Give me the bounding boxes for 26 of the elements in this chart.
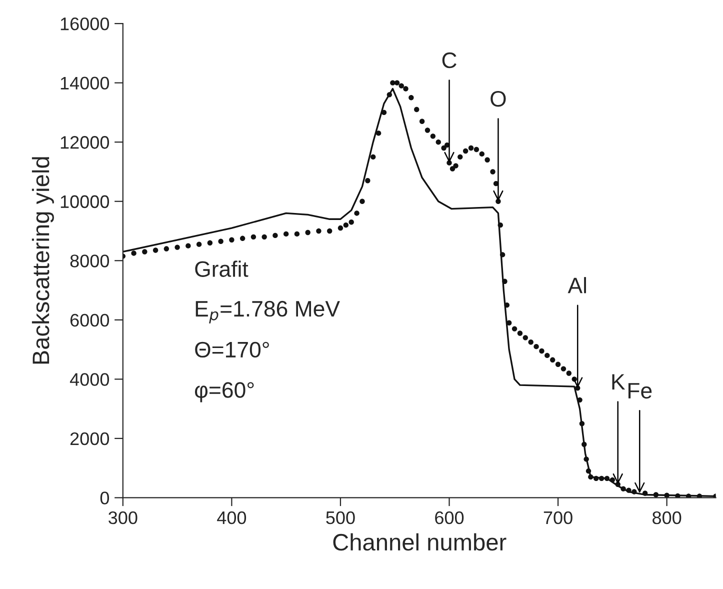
- annotation: O: [490, 90, 506, 107]
- x-tick-label: 400: [217, 511, 246, 524]
- annotation: K: [612, 374, 626, 390]
- x-tick-label: 800: [652, 511, 682, 524]
- y-tick-label: 8000: [70, 254, 110, 268]
- annotation: Grafit: [195, 260, 248, 277]
- x-tick-label: 700: [544, 511, 572, 524]
- x-axis-title: Channel number: [333, 533, 506, 551]
- y-tick-label: 6000: [70, 314, 110, 327]
- annotation: Al: [568, 277, 586, 294]
- y-tick-label: 0: [100, 492, 110, 504]
- x-tick-label: 300: [108, 511, 138, 524]
- annotation: Fe: [628, 383, 652, 399]
- x-tick-label: 600: [435, 511, 464, 524]
- y-axis-title: Backscattering yield: [32, 157, 54, 364]
- annotation: φ=60°: [194, 382, 254, 402]
- annotation: Θ=170°: [195, 342, 269, 358]
- annotation: C: [442, 52, 456, 68]
- y-tick-label: 4000: [70, 373, 110, 386]
- annotation: E$_{p}$=1.786 MeV: [196, 300, 340, 324]
- y-tick-label: 16000: [60, 17, 110, 30]
- y-tick-label: 14000: [60, 76, 110, 90]
- y-tick-label: 12000: [60, 136, 110, 149]
- y-tick-label: 2000: [70, 432, 110, 446]
- x-tick-label: 500: [326, 511, 355, 524]
- y-tick-label: 10000: [60, 195, 110, 208]
